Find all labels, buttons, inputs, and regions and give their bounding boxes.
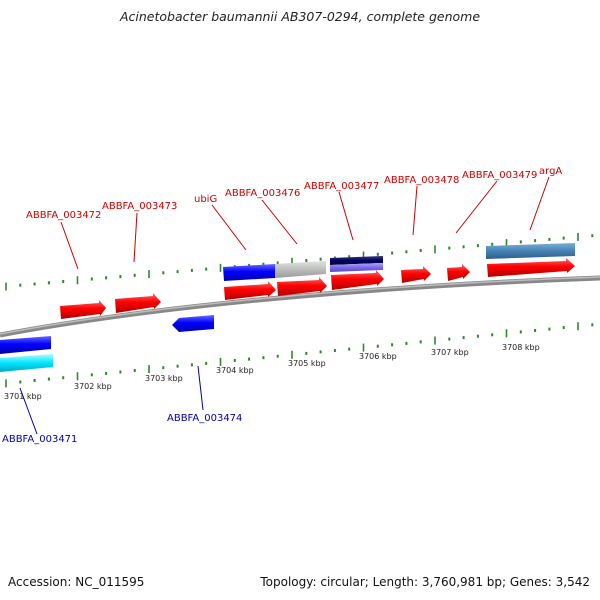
gene-arga-arrow[interactable]: [487, 258, 575, 277]
gene-abbfa-003473-arrow[interactable]: [115, 293, 161, 313]
gene-label-abbfa-003479[interactable]: ABBFA_003479: [462, 170, 537, 181]
gene-label-abbfa-003476[interactable]: ABBFA_003476: [225, 188, 300, 199]
gene-label-abbfa-003478[interactable]: ABBFA_003478: [384, 175, 459, 186]
gene-label-abbfa-003471[interactable]: ABBFA_003471: [2, 434, 77, 445]
gene-abbfa-003474-arrow[interactable]: [172, 315, 214, 332]
feature-gray-bar[interactable]: [275, 261, 326, 278]
scale-label-3702: 3702 kbp: [74, 382, 112, 391]
genome-summary-text: Topology: circular; Length: 3,760,981 bp…: [260, 575, 590, 589]
feature-blue-bar[interactable]: [223, 264, 275, 281]
feature-cyan-bar[interactable]: [0, 354, 53, 372]
scale-label-3704: 3704 kbp: [216, 366, 254, 375]
genome-title: Acinetobacter baumannii AB307-0294, comp…: [119, 9, 481, 24]
gene-label-ubig[interactable]: ubiG: [194, 194, 217, 205]
gene-abbfa-003478-arrow[interactable]: [401, 266, 431, 283]
gene-abbfa-003472-arrow[interactable]: [60, 300, 106, 319]
gene-ubig-arrow[interactable]: [224, 281, 276, 300]
gene-label-abbfa-003474[interactable]: ABBFA_003474: [167, 413, 242, 424]
scale-label-3703: 3703 kbp: [145, 374, 183, 383]
accession-text: Accession: NC_011595: [8, 575, 145, 589]
inner-tick-track: [5, 322, 594, 388]
gene-abbfa-003479-arrow[interactable]: [447, 264, 470, 281]
scale-label-3701: 3701 kbp: [4, 392, 42, 401]
scale-label-3708: 3708 kbp: [502, 343, 540, 352]
feature-navy-bar[interactable]: [330, 256, 383, 265]
gene-label-abbfa-003477[interactable]: ABBFA_003477: [304, 181, 379, 192]
scale-label-3705: 3705 kbp: [288, 359, 326, 368]
genome-backbone: [0, 275, 600, 338]
gene-abbfa-003471-arrow[interactable]: [0, 336, 51, 354]
forward-label-leaders: [60, 176, 550, 270]
gene-abbfa-003477-arrow[interactable]: [331, 270, 384, 290]
scale-label-3706: 3706 kbp: [359, 352, 397, 361]
gene-label-abbfa-003473[interactable]: ABBFA_003473: [102, 201, 177, 212]
genome-backbone-highlight: [0, 276, 600, 335]
reverse-label-leaders: [19, 365, 204, 435]
feature-steelblue-bar[interactable]: [486, 243, 575, 259]
gene-label-arga[interactable]: argA: [539, 166, 562, 177]
feature-lilac-bar[interactable]: [330, 263, 383, 272]
scale-label-3707: 3707 kbp: [431, 348, 469, 357]
gene-abbfa-003476-arrow[interactable]: [277, 277, 327, 296]
gene-label-abbfa-003472[interactable]: ABBFA_003472: [26, 210, 101, 221]
